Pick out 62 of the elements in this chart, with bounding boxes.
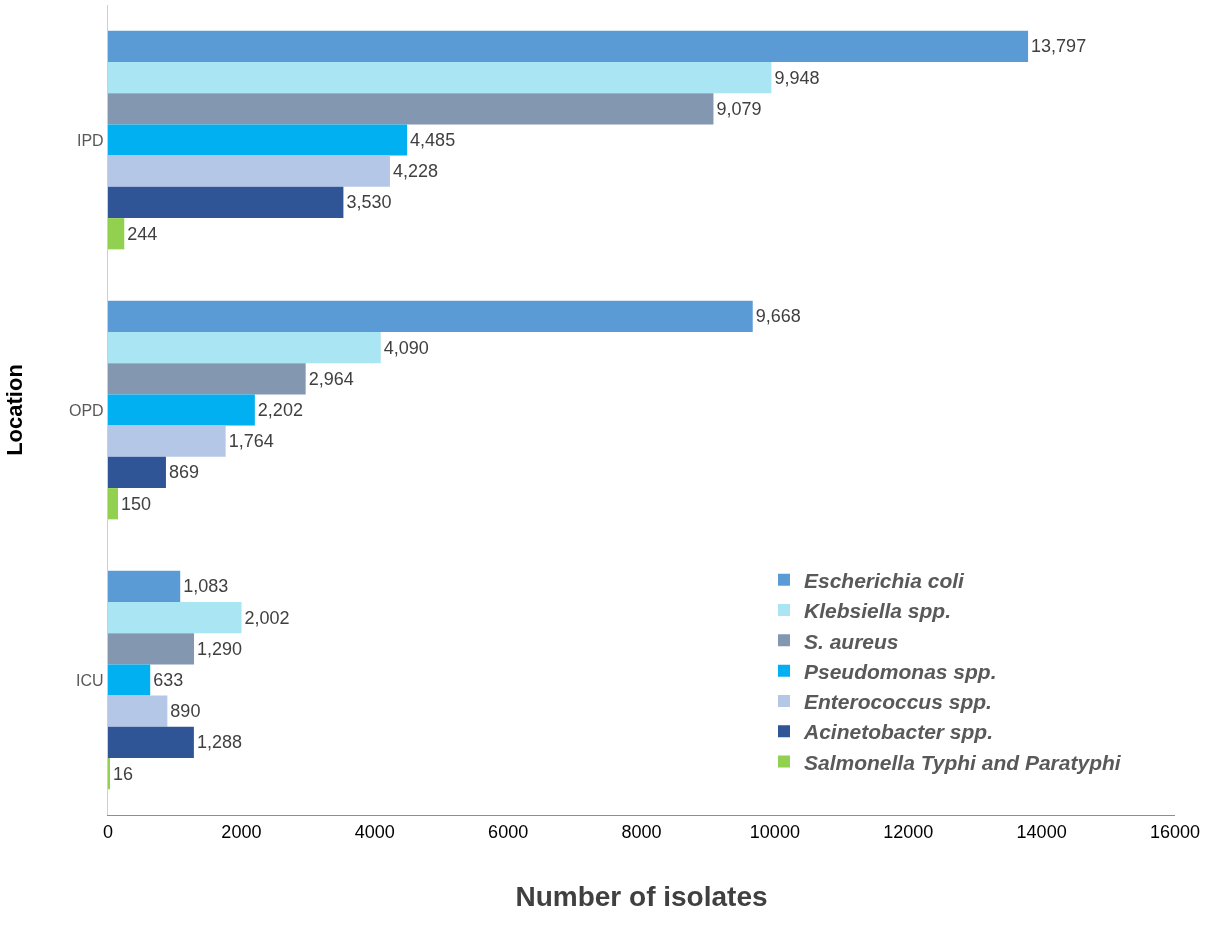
x-tick-label: 16000 — [1149, 821, 1201, 842]
bar — [108, 570, 181, 602]
data-label: 9,668 — [755, 306, 801, 327]
data-label: 2,002 — [244, 607, 290, 628]
bar — [108, 363, 306, 395]
legend-label: Enterococcus spp. — [803, 690, 992, 714]
y-axis-title: Location — [1, 364, 27, 456]
legend-label: Pseudomonas spp. — [803, 659, 997, 683]
x-tick-label: 12000 — [883, 821, 934, 842]
x-tick-label: 0 — [102, 821, 114, 842]
data-label: 244 — [127, 223, 158, 244]
bar — [108, 93, 714, 125]
data-label: 4,485 — [410, 130, 456, 150]
data-label: 4,090 — [383, 337, 429, 358]
bar — [108, 124, 408, 156]
bar — [108, 331, 381, 364]
x-tick-label: 2000 — [221, 821, 262, 842]
data-label: 2,202 — [257, 400, 303, 420]
bar — [108, 218, 125, 250]
legend-label: Acinetobacter spp. — [802, 720, 994, 744]
bar — [108, 695, 168, 727]
data-label: 16 — [113, 763, 134, 784]
bar — [108, 61, 772, 94]
bar — [108, 456, 166, 489]
x-tick-label: 4000 — [354, 821, 395, 842]
bar — [108, 664, 151, 696]
x-tick-label: 10000 — [749, 821, 800, 842]
y-tick-label: IPD — [76, 131, 104, 149]
legend-label: S. aureus — [803, 629, 899, 653]
x-tick-label: 8000 — [621, 821, 662, 842]
bar — [108, 488, 118, 520]
data-label: 4,228 — [392, 161, 438, 182]
data-label: 9,948 — [774, 67, 820, 88]
y-tick-label: ICU — [76, 671, 104, 689]
data-label: 1,290 — [197, 638, 243, 659]
data-label: 2,964 — [308, 368, 354, 389]
legend-label: Salmonella Typhi and Paratyphi — [803, 750, 1122, 774]
data-label: 13,797 — [1031, 36, 1087, 57]
y-tick-label: OPD — [68, 401, 104, 419]
x-axis-title: Number of isolates — [515, 880, 768, 912]
bar — [108, 633, 195, 665]
x-tick-label: 6000 — [488, 821, 529, 842]
bar — [108, 186, 344, 219]
data-label: 1,288 — [196, 732, 242, 753]
x-tick-label: 14000 — [1016, 821, 1067, 842]
data-label: 9,079 — [716, 98, 762, 119]
data-label: 1,764 — [228, 431, 274, 452]
bar — [108, 394, 255, 426]
bar — [108, 425, 226, 457]
bar — [108, 30, 1029, 62]
bar — [108, 155, 390, 187]
data-label: 869 — [168, 462, 199, 483]
bar — [108, 601, 242, 634]
data-label: 890 — [170, 701, 201, 722]
data-label: 3,530 — [346, 192, 392, 213]
legend-label: Escherichia coli — [803, 568, 966, 592]
data-label: 150 — [121, 493, 152, 514]
legend-label: Klebsiella spp. — [803, 599, 952, 623]
bar — [108, 300, 753, 332]
data-label: 633 — [153, 670, 184, 690]
data-label: 1,083 — [183, 576, 229, 597]
bar — [108, 726, 194, 759]
